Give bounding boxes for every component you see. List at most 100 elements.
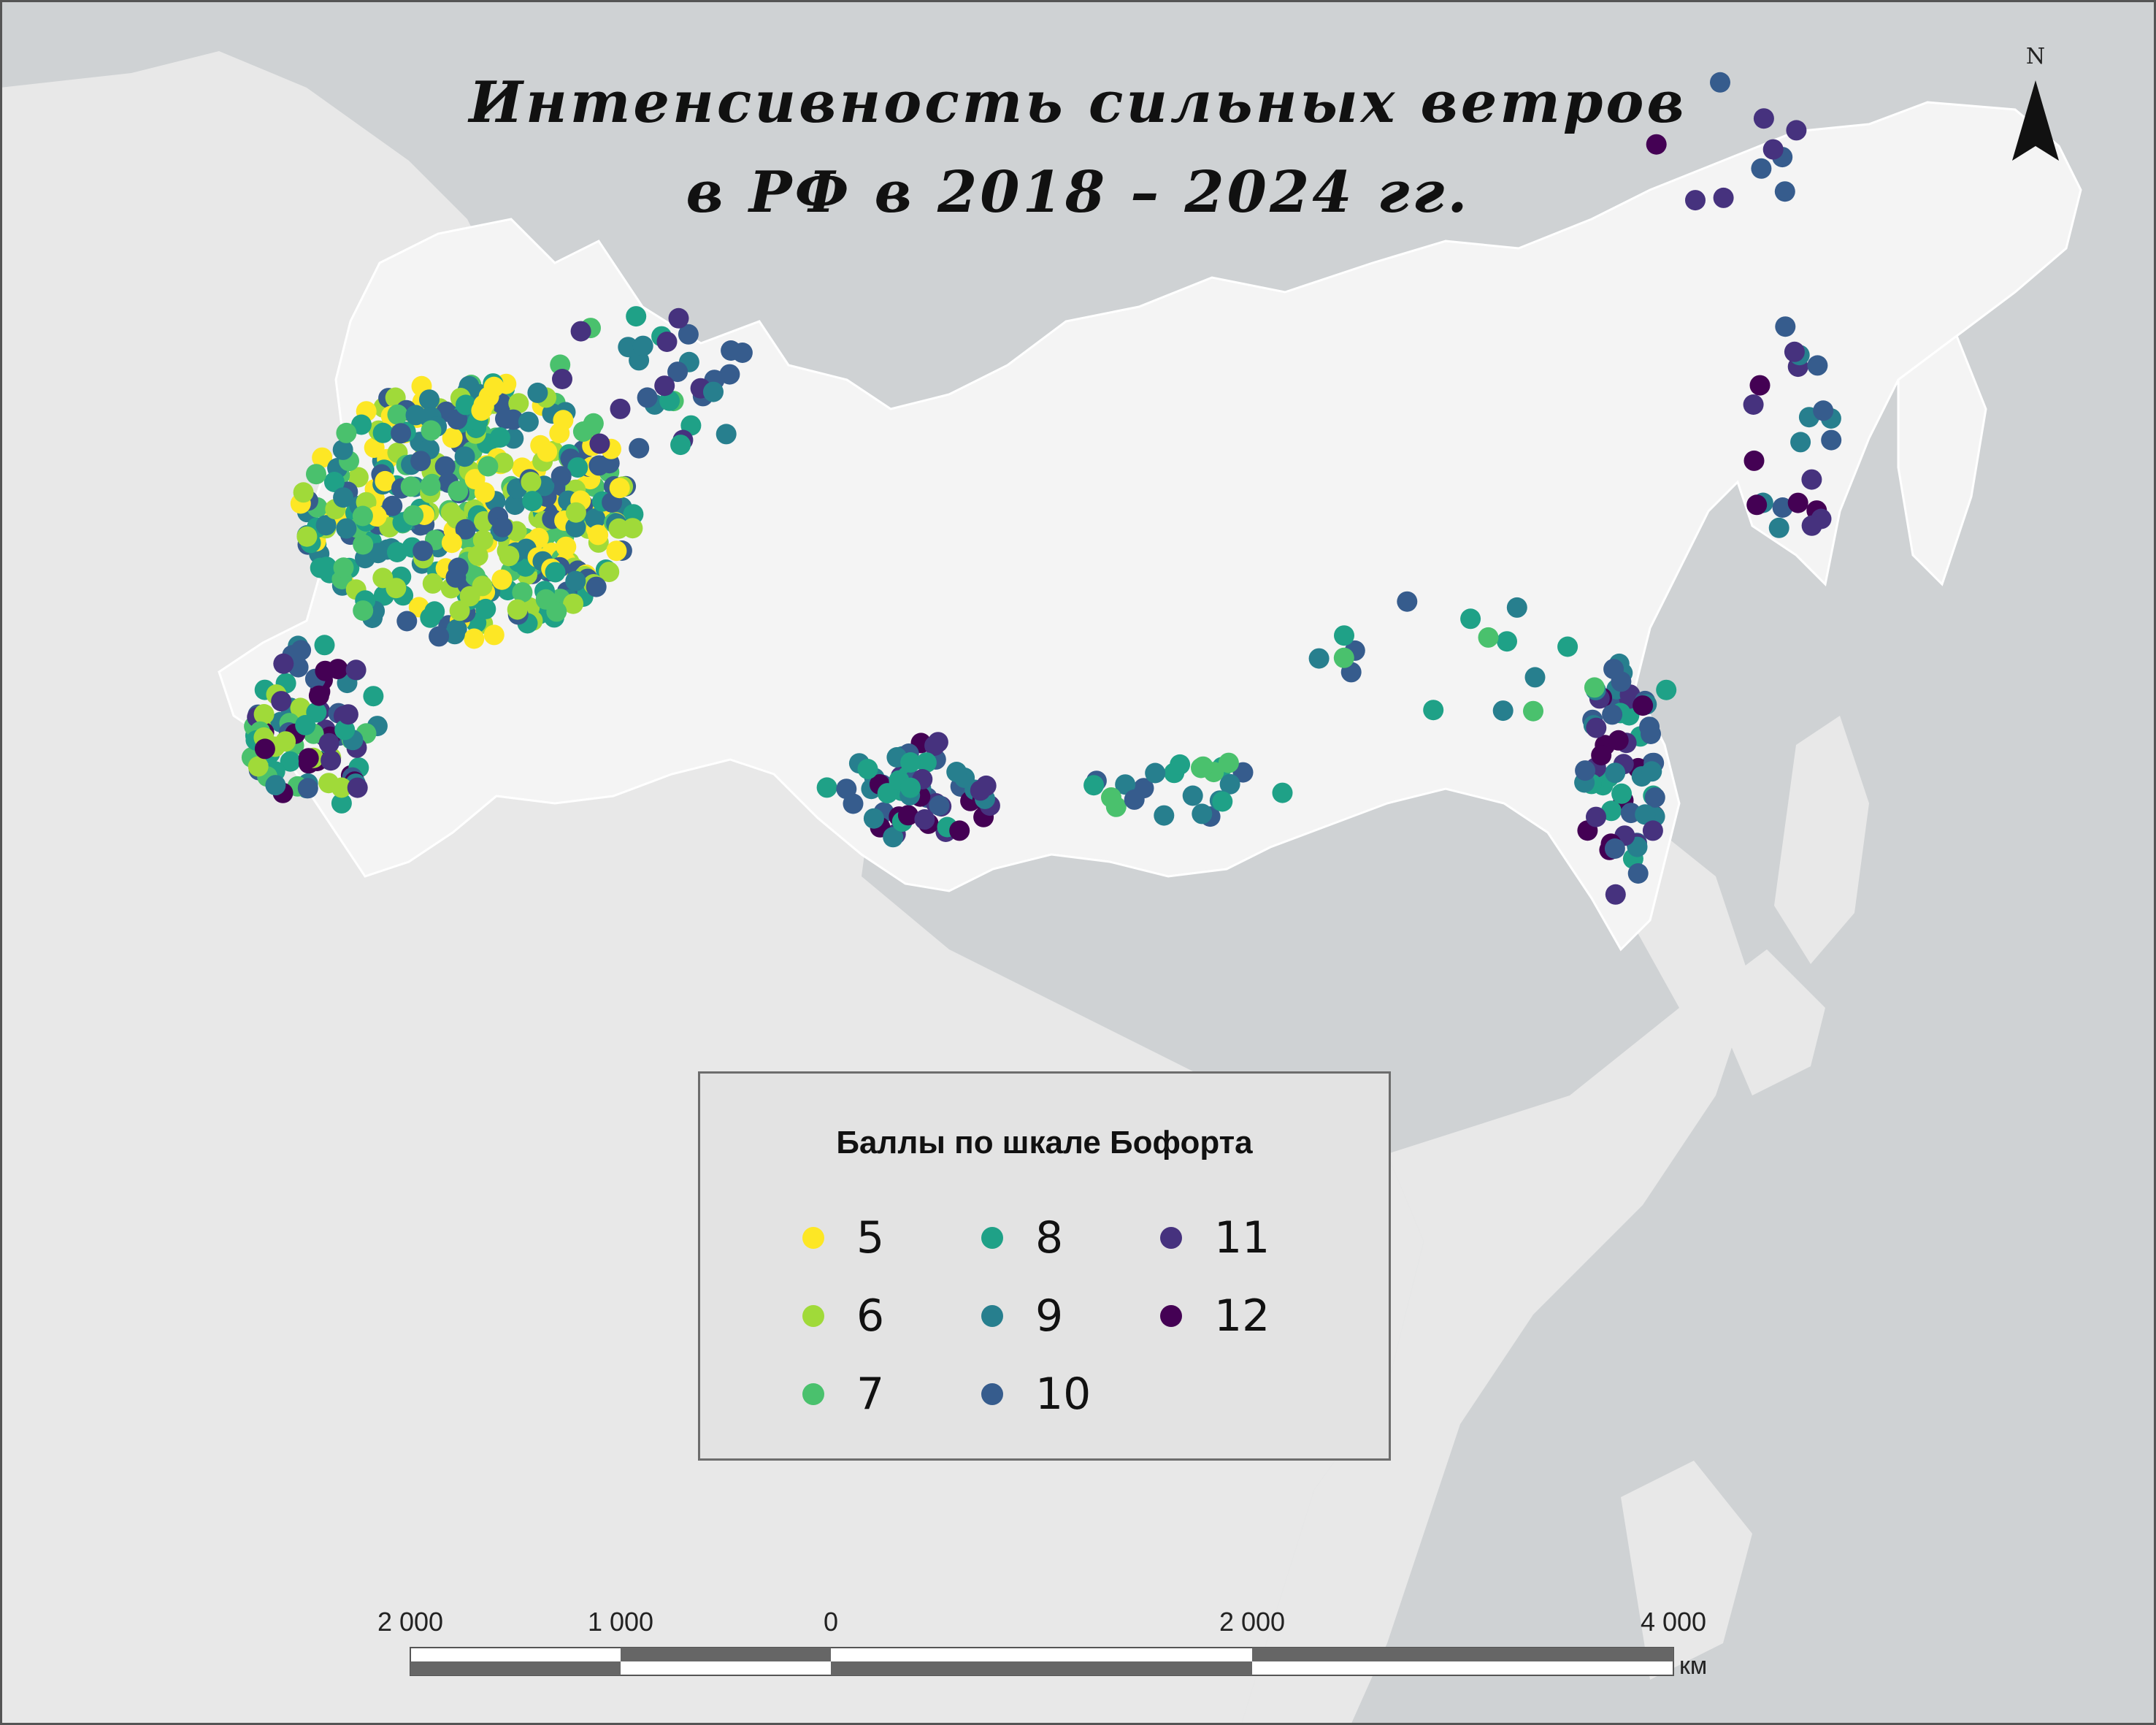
observation-point [331, 777, 352, 798]
observation-point [521, 472, 542, 492]
observation-point [716, 424, 737, 445]
observation-point [456, 394, 476, 416]
observation-point [843, 793, 864, 814]
legend: Баллы по шкале Бофорта 5 6 7 8 9 10 11 [698, 1071, 1391, 1461]
observation-point [333, 557, 354, 578]
observation-point [1762, 139, 1784, 160]
observation-point [351, 414, 372, 435]
wind-observation-points [241, 72, 1842, 905]
observation-point [367, 543, 388, 564]
observation-point [290, 697, 311, 719]
observation-point [565, 570, 586, 592]
observation-point [314, 635, 335, 656]
legend-swatch [802, 1227, 824, 1249]
observation-point [949, 820, 970, 841]
observation-point [883, 827, 904, 848]
observation-point [403, 505, 424, 526]
observation-point [588, 455, 610, 476]
observation-point [975, 775, 997, 796]
land-philippines [1621, 1461, 1752, 1680]
observation-point [493, 452, 514, 473]
observation-point [347, 777, 368, 798]
observation-point [863, 808, 884, 829]
observation-point [464, 628, 485, 649]
observation-point [1603, 659, 1624, 680]
legend-item-6: 6 [802, 1290, 884, 1342]
observation-point [1124, 789, 1145, 810]
north-arrow: N [2006, 44, 2065, 168]
observation-point [507, 599, 528, 620]
observation-point [552, 369, 572, 389]
observation-point [1786, 120, 1807, 141]
observation-point [654, 375, 675, 397]
observation-point [310, 557, 331, 578]
scale-label: 2 000 [1219, 1607, 1286, 1637]
observation-point [632, 335, 653, 356]
observation-point [315, 515, 337, 536]
land-sakhalin-hokkaido [1774, 716, 1869, 964]
observation-point [857, 759, 878, 779]
observation-point [1784, 341, 1805, 362]
observation-point [1397, 591, 1418, 612]
observation-point [1602, 704, 1623, 725]
observation-point [1774, 181, 1795, 202]
observation-point [900, 752, 921, 773]
legend-item-8: 8 [981, 1212, 1063, 1263]
observation-point [333, 487, 354, 508]
observation-point [483, 624, 505, 646]
observation-point [537, 441, 558, 462]
observation-point [1334, 625, 1354, 646]
observation-point [1801, 469, 1822, 490]
observation-point [618, 337, 639, 358]
legend-swatch [981, 1227, 1003, 1249]
observation-point [668, 307, 689, 329]
observation-point [567, 457, 588, 478]
observation-point [477, 456, 499, 477]
observation-point [396, 611, 418, 632]
observation-point [492, 516, 513, 538]
observation-point [667, 362, 688, 383]
observation-point [1635, 804, 1656, 825]
observation-point [508, 393, 529, 414]
scale-label: 1 000 [587, 1607, 654, 1637]
observation-point [421, 420, 442, 441]
observation-point [946, 762, 967, 782]
observation-point [556, 536, 577, 557]
observation-point [265, 775, 286, 796]
observation-point [1751, 158, 1772, 179]
legend-swatch [802, 1305, 824, 1327]
legend-item-9: 9 [981, 1290, 1063, 1342]
observation-point [336, 518, 357, 539]
observation-point [606, 540, 627, 562]
observation-point [1639, 716, 1660, 738]
observation-point [599, 562, 620, 583]
observation-point [1154, 805, 1175, 826]
observation-point [1749, 375, 1771, 396]
observation-point [570, 321, 591, 342]
observation-point [372, 567, 394, 589]
observation-point [405, 405, 426, 426]
observation-point [586, 576, 607, 597]
observation-point [323, 472, 345, 492]
observation-point [703, 381, 724, 402]
legend-swatch [981, 1305, 1003, 1327]
observation-point [1219, 773, 1240, 795]
observation-point [353, 600, 374, 621]
observation-point [489, 427, 510, 448]
observation-point [1115, 774, 1136, 795]
observation-point [248, 756, 269, 777]
observation-point [472, 529, 494, 551]
observation-point [1192, 803, 1213, 825]
observation-point [308, 685, 329, 706]
observation-point [1746, 494, 1768, 516]
observation-point [448, 481, 469, 502]
observation-point [312, 447, 333, 468]
observation-point [1584, 677, 1605, 698]
legend-item-11: 11 [1160, 1212, 1270, 1263]
observation-point [297, 778, 318, 799]
scale-label: 4 000 [1640, 1607, 1707, 1637]
observation-point [499, 546, 520, 567]
observation-point [1641, 761, 1662, 782]
observation-point [445, 567, 467, 588]
